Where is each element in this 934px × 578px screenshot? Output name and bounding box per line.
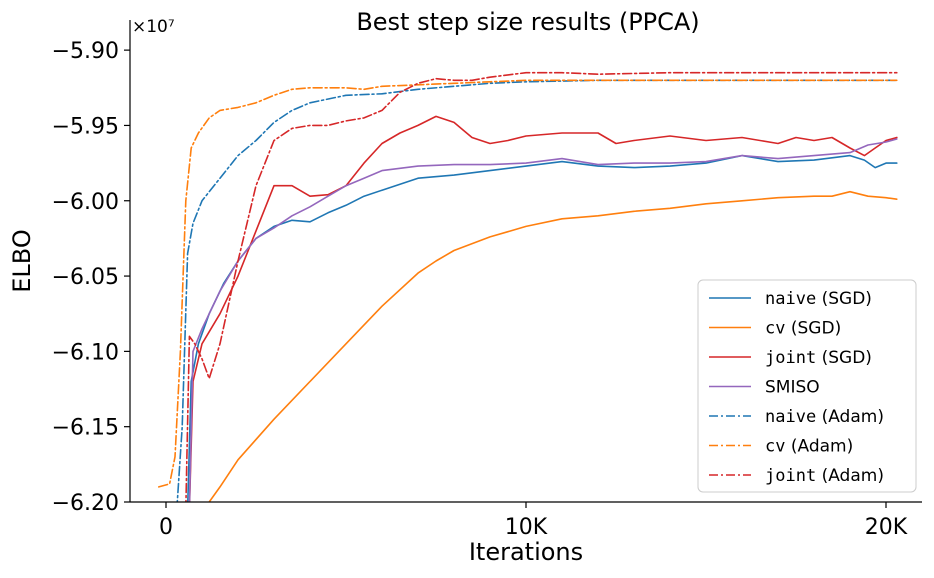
series-layer [158,71,898,502]
legend-label-cv-sgd: cv (SGD) [765,319,841,339]
series-line-naive-adam [176,79,898,502]
legend-label-joint-sgd: joint (SGD) [765,348,872,368]
y-tick-label: −6.05 [52,265,119,290]
x-ticks: 0 10K 20K [159,502,908,540]
chart-title: Best step size results (PPCA) [356,8,699,36]
y-ticks: −6.20 −6.15 −6.10 −6.05 −6.00 −5.95 −5.90 [52,39,130,516]
y-tick-label: −6.15 [52,416,119,441]
legend-frame [697,279,917,493]
series-line-joint-adam [185,71,898,502]
y-axis-multiplier: ×10⁷ [132,17,175,37]
legend-label-naive-sgd: naive (SGD) [765,289,872,309]
y-axis-label: ELBO [8,229,36,292]
y-tick-label: −6.10 [52,340,119,365]
x-tick-label: 10K [505,515,548,540]
legend-label-smiso: SMISO [765,378,820,398]
y-tick-label: −5.90 [52,39,119,64]
y-tick-label: −6.00 [52,190,119,215]
series-line-cv-sgd [208,190,898,502]
series-line-joint-sgd [188,115,898,502]
legend-label-joint-adam: joint (Adam) [765,466,884,486]
series-line-smiso [188,138,898,502]
y-tick-label: −6.20 [52,491,119,516]
legend-label-naive-adam: naive (Adam) [765,407,884,427]
legend-label-cv-adam: cv (Adam) [765,437,853,457]
x-tick-label: 0 [159,515,173,540]
legend: naive (SGD) cv (SGD) joint (SGD) SMISO naive… [697,279,917,493]
y-tick-label: −5.95 [52,114,119,139]
series-line-cv-adam [158,79,898,488]
x-tick-label: 20K [865,515,908,540]
x-axis-label: Iterations [469,538,583,566]
